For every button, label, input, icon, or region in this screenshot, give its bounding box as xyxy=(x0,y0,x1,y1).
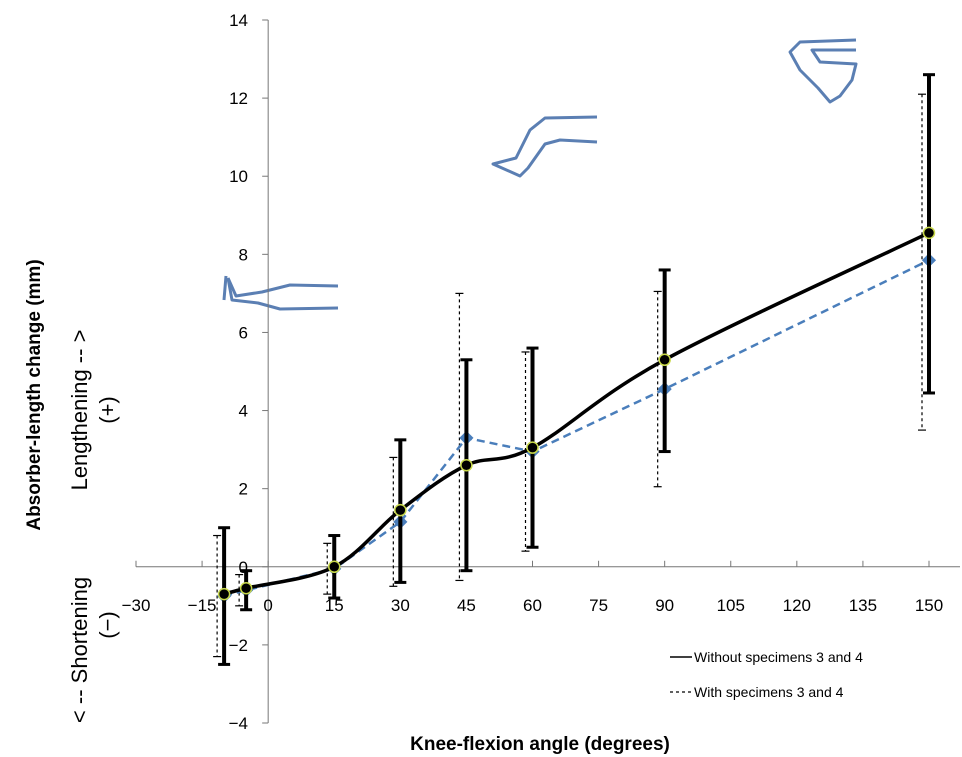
x-tick-label: 150 xyxy=(915,596,943,615)
y-tick-label: −2 xyxy=(229,636,248,655)
leg-bent-icon xyxy=(491,115,598,178)
data-point xyxy=(460,458,473,472)
data-point xyxy=(239,582,253,595)
x-tick-label: 15 xyxy=(325,596,344,615)
y-tick-label: 8 xyxy=(239,245,248,264)
series-without-specimens xyxy=(217,73,936,666)
data-point xyxy=(217,587,231,601)
y-axis-ticks: −4 −2 0 2 4 6 8 10 12 14 xyxy=(229,11,269,733)
leg-straight-icon xyxy=(222,275,339,311)
series-line xyxy=(223,259,930,598)
y-tick-label: 6 xyxy=(239,323,248,342)
y-tick-label: 2 xyxy=(239,480,248,499)
x-tick-label: 120 xyxy=(783,596,811,615)
y-tick-label: 12 xyxy=(229,89,248,108)
x-tick-label: 105 xyxy=(717,596,745,615)
x-tick-label: −30 xyxy=(122,596,151,615)
x-axis-ticks: −30 −15 0 15 30 45 60 75 90 105 120 135 150 xyxy=(122,560,943,615)
x-tick-label: 60 xyxy=(523,596,542,615)
leg-flexed-icon xyxy=(788,38,858,104)
lengthening-label: Lengthening -- > xyxy=(67,330,92,491)
series-layer xyxy=(213,73,937,666)
y-tick-label: 14 xyxy=(229,11,248,30)
data-point xyxy=(394,503,407,517)
y-axis-title: Absorber-length change (mm) xyxy=(24,259,45,530)
y-tick-label: 0 xyxy=(239,558,248,577)
legend-label-with: With specimens 3 and 4 xyxy=(694,684,844,700)
x-tick-label: 135 xyxy=(849,596,877,615)
y-tick-label: −4 xyxy=(229,714,248,733)
axes xyxy=(136,20,960,723)
shortening-sign: (−) xyxy=(95,611,120,639)
shortening-label: < -- Shortening xyxy=(67,577,92,723)
x-tick-label: 45 xyxy=(457,596,476,615)
legend: Without specimens 3 and 4 With specimens… xyxy=(670,649,863,700)
x-axis-title: Knee-flexion angle (degrees) xyxy=(410,734,670,755)
x-tick-label: 90 xyxy=(655,596,674,615)
data-point xyxy=(328,560,341,574)
data-point xyxy=(526,441,539,454)
data-point xyxy=(658,353,671,367)
y-tick-label: 10 xyxy=(229,167,248,186)
lengthening-sign: (+) xyxy=(95,396,120,424)
x-tick-label: 75 xyxy=(589,596,608,615)
data-point xyxy=(922,226,936,240)
x-tick-label: −15 xyxy=(188,596,217,615)
x-tick-label: 30 xyxy=(391,596,410,615)
y-tick-label: 4 xyxy=(239,402,248,421)
legend-label-without: Without specimens 3 and 4 xyxy=(694,649,863,665)
x-tick-label: 0 xyxy=(263,596,272,615)
